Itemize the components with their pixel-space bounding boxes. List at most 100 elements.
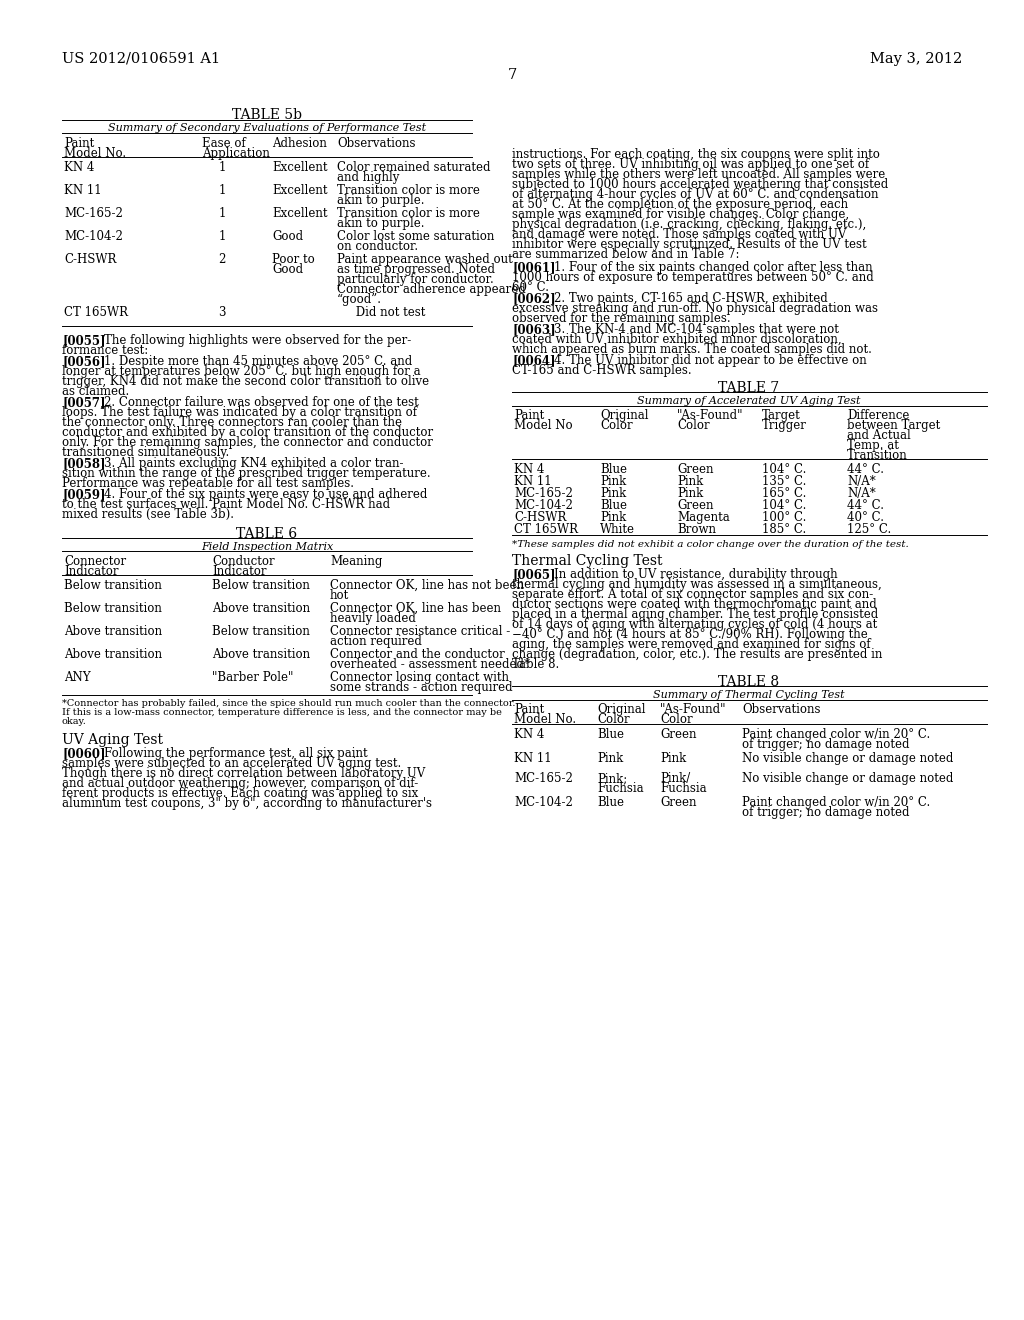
Text: "As-Found": "As-Found" — [660, 704, 726, 715]
Text: Paint: Paint — [514, 704, 544, 715]
Text: No visible change or damage noted: No visible change or damage noted — [742, 772, 953, 785]
Text: Above transition: Above transition — [63, 648, 162, 661]
Text: 125° C.: 125° C. — [847, 523, 891, 536]
Text: Model No.: Model No. — [514, 713, 577, 726]
Text: Above transition: Above transition — [63, 624, 162, 638]
Text: KN 4: KN 4 — [63, 161, 94, 174]
Text: heavily loaded: heavily loaded — [330, 612, 416, 624]
Text: two sets of three. UV inhibiting oil was applied to one set of: two sets of three. UV inhibiting oil was… — [512, 158, 869, 172]
Text: Temp. at: Temp. at — [847, 440, 899, 451]
Text: Below transition: Below transition — [63, 579, 162, 591]
Text: KN 11: KN 11 — [514, 475, 552, 488]
Text: 1. Four of the six paints changed color after less than: 1. Four of the six paints changed color … — [554, 261, 872, 275]
Text: Green: Green — [660, 729, 696, 741]
Text: Blue: Blue — [600, 463, 627, 477]
Text: Green: Green — [677, 463, 714, 477]
Text: “good”.: “good”. — [337, 293, 382, 306]
Text: [0063]: [0063] — [512, 323, 556, 337]
Text: 104° C.: 104° C. — [762, 463, 806, 477]
Text: okay.: okay. — [62, 717, 87, 726]
Text: UV Aging Test: UV Aging Test — [62, 733, 163, 747]
Text: TABLE 8: TABLE 8 — [719, 675, 779, 689]
Text: Paint changed color w/in 20° C.: Paint changed color w/in 20° C. — [742, 729, 930, 741]
Text: MC-165-2: MC-165-2 — [514, 772, 572, 785]
Text: Excellent: Excellent — [272, 161, 328, 174]
Text: TABLE 6: TABLE 6 — [237, 527, 298, 541]
Text: Transition color is more: Transition color is more — [337, 183, 480, 197]
Text: 44° C.: 44° C. — [847, 499, 884, 512]
Text: and Actual: and Actual — [847, 429, 910, 442]
Text: of trigger; no damage noted: of trigger; no damage noted — [742, 807, 909, 818]
Text: 4. The UV inhibitor did not appear to be effective on: 4. The UV inhibitor did not appear to be… — [554, 354, 866, 367]
Text: Pink: Pink — [677, 475, 703, 488]
Text: *These samples did not exhibit a color change over the duration of the test.: *These samples did not exhibit a color c… — [512, 540, 908, 549]
Text: 104° C.: 104° C. — [762, 499, 806, 512]
Text: Though there is no direct correlation between laboratory UV: Though there is no direct correlation be… — [62, 767, 425, 780]
Text: Conductor: Conductor — [212, 554, 274, 568]
Text: Above transition: Above transition — [212, 648, 310, 661]
Text: samples were subjected to an accelerated UV aging test.: samples were subjected to an accelerated… — [62, 756, 401, 770]
Text: Performance was repeatable for all test samples.: Performance was repeatable for all test … — [62, 477, 354, 490]
Text: Target: Target — [762, 409, 801, 422]
Text: MC-104-2: MC-104-2 — [514, 499, 572, 512]
Text: Color: Color — [677, 418, 710, 432]
Text: aluminum test coupons, 3" by 6", according to manufacturer's: aluminum test coupons, 3" by 6", accordi… — [62, 797, 432, 810]
Text: Pink: Pink — [677, 487, 703, 500]
Text: separate effort. A total of six connector samples and six con-: separate effort. A total of six connecto… — [512, 587, 873, 601]
Text: sample was examined for visible changes. Color change,: sample was examined for visible changes.… — [512, 209, 849, 220]
Text: 100° C.: 100° C. — [762, 511, 806, 524]
Text: Indicator: Indicator — [63, 565, 119, 578]
Text: 7: 7 — [507, 69, 517, 82]
Text: change (degradation, color, etc.). The results are presented in: change (degradation, color, etc.). The r… — [512, 648, 883, 661]
Text: Paint: Paint — [63, 137, 94, 150]
Text: 165° C.: 165° C. — [762, 487, 806, 500]
Text: Trigger: Trigger — [762, 418, 807, 432]
Text: and highly: and highly — [337, 172, 399, 183]
Text: Color: Color — [597, 713, 630, 726]
Text: Thermal Cycling Test: Thermal Cycling Test — [512, 554, 663, 568]
Text: are summarized below and in Table 7:: are summarized below and in Table 7: — [512, 248, 739, 261]
Text: akin to purple.: akin to purple. — [337, 216, 425, 230]
Text: Color: Color — [600, 418, 633, 432]
Text: MC-165-2: MC-165-2 — [514, 487, 572, 500]
Text: observed for the remaining samples.: observed for the remaining samples. — [512, 312, 731, 325]
Text: Meaning: Meaning — [330, 554, 382, 568]
Text: Good: Good — [272, 263, 303, 276]
Text: [0062]: [0062] — [512, 292, 556, 305]
Text: as claimed.: as claimed. — [62, 385, 129, 399]
Text: MC-104-2: MC-104-2 — [514, 796, 572, 809]
Text: C-HSWR: C-HSWR — [63, 253, 117, 267]
Text: "Barber Pole": "Barber Pole" — [212, 671, 293, 684]
Text: If this is a low-mass connector, temperature difference is less, and the connect: If this is a low-mass connector, tempera… — [62, 708, 502, 717]
Text: Observations: Observations — [337, 137, 416, 150]
Text: samples while the others were left uncoated. All samples were: samples while the others were left uncoa… — [512, 168, 886, 181]
Text: No visible change or damage noted: No visible change or damage noted — [742, 752, 953, 766]
Text: Table 8.: Table 8. — [512, 657, 559, 671]
Text: Green: Green — [660, 796, 696, 809]
Text: CT-165 and C-HSWR samples.: CT-165 and C-HSWR samples. — [512, 364, 691, 378]
Text: some strands - action required: some strands - action required — [330, 681, 513, 694]
Text: [0055]: [0055] — [62, 334, 105, 347]
Text: [0056]: [0056] — [62, 355, 105, 368]
Text: *Connector has probably failed, since the spice should run much cooler than the : *Connector has probably failed, since th… — [62, 700, 515, 708]
Text: 185° C.: 185° C. — [762, 523, 806, 536]
Text: White: White — [600, 523, 635, 536]
Text: trigger, KN4 did not make the second color transition to olive: trigger, KN4 did not make the second col… — [62, 375, 429, 388]
Text: Blue: Blue — [597, 796, 624, 809]
Text: subjected to 1000 hours accelerated weathering that consisted: subjected to 1000 hours accelerated weat… — [512, 178, 888, 191]
Text: between Target: between Target — [847, 418, 940, 432]
Text: Connector OK, line has been: Connector OK, line has been — [330, 602, 501, 615]
Text: 1: 1 — [218, 207, 225, 220]
Text: Summary of Secondary Evaluations of Performance Test: Summary of Secondary Evaluations of Perf… — [108, 123, 426, 133]
Text: Excellent: Excellent — [272, 183, 328, 197]
Text: US 2012/0106591 A1: US 2012/0106591 A1 — [62, 51, 220, 66]
Text: Blue: Blue — [600, 499, 627, 512]
Text: Excellent: Excellent — [272, 207, 328, 220]
Text: 2: 2 — [218, 253, 225, 267]
Text: aging, the samples were removed and examined for signs of: aging, the samples were removed and exam… — [512, 638, 870, 651]
Text: 1: 1 — [218, 183, 225, 197]
Text: Pink: Pink — [600, 511, 627, 524]
Text: transitioned simultaneously.: transitioned simultaneously. — [62, 446, 229, 459]
Text: to the test surfaces well. Paint Model No. C-HSWR had: to the test surfaces well. Paint Model N… — [62, 498, 390, 511]
Text: Following the performance test, all six paint: Following the performance test, all six … — [104, 747, 368, 760]
